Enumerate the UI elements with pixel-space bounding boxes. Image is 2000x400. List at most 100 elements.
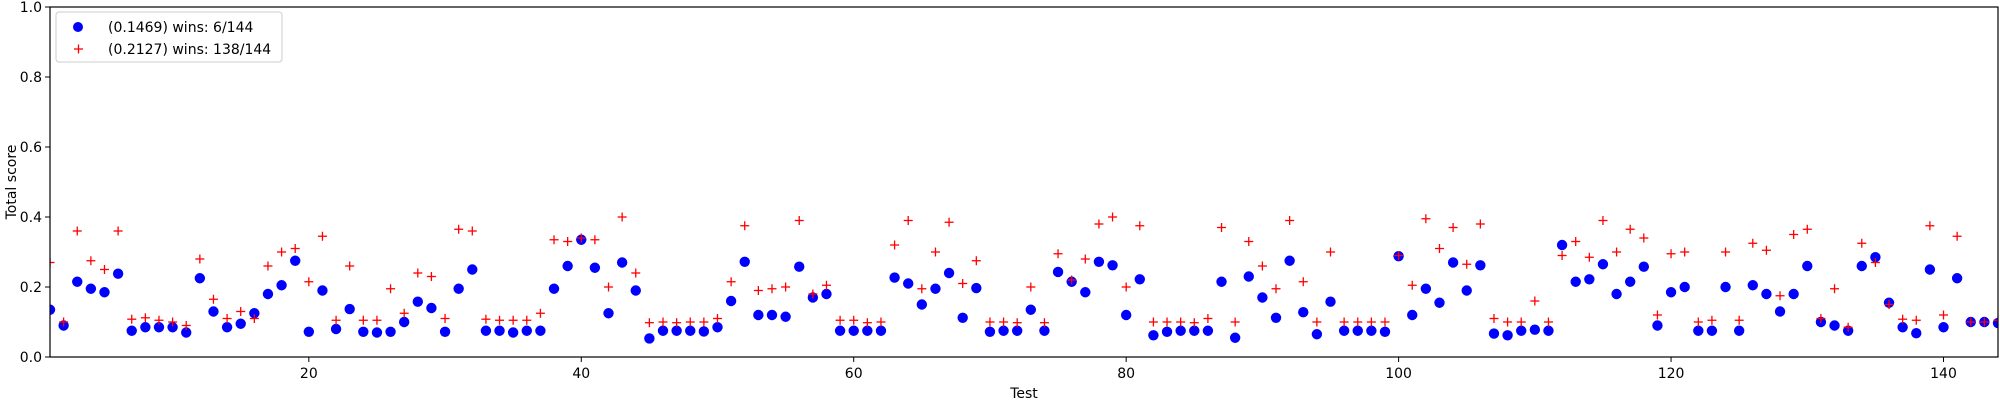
data-point-series-1 (1611, 288, 1622, 300)
data-point-series-1 (1148, 330, 1159, 341)
data-point-series-1 (1924, 264, 1936, 275)
data-point-series-2 (672, 318, 682, 328)
data-point-series-2 (277, 247, 287, 257)
data-point-series-2 (208, 294, 218, 304)
data-point-series-2 (1189, 318, 1199, 328)
data-point-series-1 (208, 306, 219, 317)
data-point-series-1 (1093, 256, 1105, 267)
data-point-series-2 (1053, 249, 1063, 259)
data-point-series-1 (221, 322, 233, 333)
data-point-series-1 (1080, 287, 1091, 298)
data-point-series-2 (358, 315, 368, 325)
data-point-series-2 (985, 317, 995, 327)
data-point-series-1 (1229, 332, 1241, 343)
data-point-series-1 (903, 278, 914, 289)
data-point-series-1 (72, 276, 83, 287)
data-point-series-2 (1816, 314, 1826, 323)
data-point-series-1 (1107, 260, 1118, 271)
x-axis-ticks: 20 40 60 80 100 120 140 (300, 357, 1957, 382)
y-axis-ticks: 0.0 0.2 0.4 0.6 0.8 1.0 (20, 0, 50, 366)
data-point-series-1 (480, 325, 492, 336)
x-tick-label: 80 (1117, 366, 1135, 382)
data-point-series-2 (508, 315, 518, 325)
data-point-series-2 (876, 317, 886, 327)
data-point-series-2 (1285, 216, 1295, 225)
y-tick-label: 0.6 (20, 140, 42, 156)
data-point-series-1 (862, 325, 873, 336)
x-axis-label: Test (1009, 386, 1038, 400)
data-point-series-1 (1298, 307, 1309, 318)
data-point-series-2 (726, 277, 736, 287)
data-point-series-1 (930, 283, 941, 294)
data-point-series-2 (563, 237, 573, 246)
data-point-series-1 (167, 322, 178, 333)
data-point-series-1 (262, 288, 274, 300)
data-point-series-2 (1448, 223, 1458, 232)
data-point-series-1 (821, 288, 832, 300)
data-point-series-2 (1802, 224, 1812, 234)
data-point-series-2 (1925, 221, 1935, 231)
data-point-series-2 (181, 321, 191, 330)
data-point-series-2 (195, 254, 205, 264)
data-point-series-1 (1407, 309, 1418, 321)
data-point-series-1 (1747, 280, 1758, 291)
data-point-series-1 (698, 326, 710, 337)
x-tick-label: 120 (1658, 366, 1685, 382)
data-point-series-2 (1339, 317, 1349, 327)
data-point-series-2 (1707, 315, 1717, 325)
data-point-series-1 (521, 325, 532, 336)
x-tick-label: 100 (1385, 366, 1412, 382)
x-tick-label: 140 (1930, 366, 1957, 382)
data-point-series-2 (1584, 252, 1594, 262)
data-point-series-1 (657, 325, 669, 336)
data-point-series-2 (481, 314, 491, 324)
data-point-series-1 (507, 327, 519, 338)
data-point-series-1 (412, 296, 424, 307)
x-tick-label: 20 (300, 366, 318, 382)
data-point-series-2 (399, 308, 409, 318)
data-point-series-1 (1270, 312, 1282, 323)
data-point-series-2 (1966, 317, 1976, 327)
data-point-series-2 (699, 317, 709, 327)
data-point-series-2 (1039, 318, 1049, 328)
data-point-series-1 (753, 309, 764, 321)
data-point-series-2 (59, 317, 69, 327)
data-point-series-1 (50, 304, 56, 315)
legend-marker-series-1 (73, 22, 83, 32)
x-tick-label: 40 (572, 366, 590, 382)
data-point-series-2 (72, 226, 82, 236)
data-point-series-1 (358, 326, 369, 337)
legend: (0.1469) wins: 6/144 (0.2127) wins: 138/… (55, 11, 283, 63)
data-point-series-2 (413, 268, 423, 278)
data-point-series-1 (725, 295, 737, 307)
data-point-series-1 (426, 302, 437, 314)
data-point-series-1 (112, 268, 124, 279)
data-point-series-2 (1503, 317, 1513, 327)
data-point-series-2 (958, 279, 968, 288)
data-point-series-2 (522, 315, 532, 325)
data-point-series-2 (1639, 233, 1649, 243)
data-point-series-1 (1788, 288, 1799, 300)
data-point-series-1 (616, 257, 628, 268)
data-point-series-2 (454, 224, 464, 234)
data-point-series-1 (1897, 322, 1908, 333)
data-point-series-2 (1598, 216, 1608, 225)
data-point-series-2 (1761, 245, 1771, 255)
data-point-series-2 (99, 265, 109, 274)
data-point-series-1 (1311, 329, 1323, 340)
data-point-series-1 (99, 287, 110, 298)
data-point-series-2 (835, 315, 845, 325)
data-point-series-2 (576, 233, 586, 243)
data-point-series-1 (1011, 325, 1023, 336)
data-point-series-2 (1870, 258, 1880, 267)
data-point-series-1 (1693, 325, 1704, 336)
data-point-series-2 (1257, 261, 1267, 271)
data-point-series-1 (998, 325, 1009, 336)
data-point-series-2 (944, 217, 954, 227)
data-point-series-1 (290, 255, 301, 266)
data-point-series-2 (685, 317, 695, 327)
data-point-series-1 (126, 325, 137, 336)
data-point-series-2 (1135, 221, 1145, 231)
y-tick-label: 0.2 (20, 280, 42, 296)
